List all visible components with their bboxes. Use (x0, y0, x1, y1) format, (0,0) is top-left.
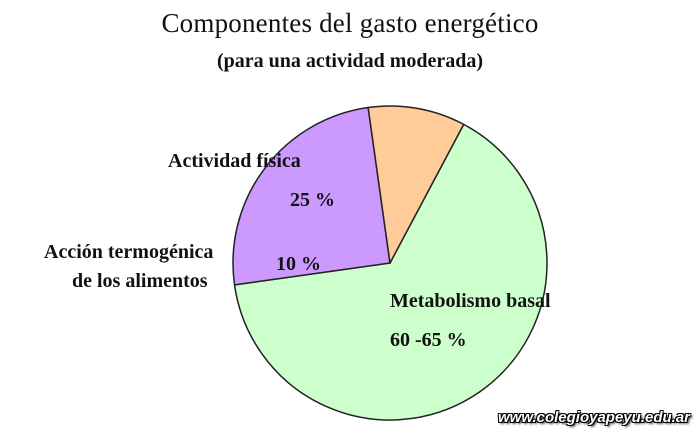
slice-actividad-fisica (232, 106, 391, 286)
slice-label-accion-line1: Acción termogénica (44, 241, 213, 263)
slice-label-accion-line2: de los alimentos (72, 270, 208, 292)
slice-metabolismo-basal (233, 123, 548, 421)
chart-title: Componentes del gasto energético (161, 8, 539, 38)
slice-value-accion: 10 % (276, 253, 321, 275)
slice-label-actividad: Actividad física (168, 150, 301, 172)
slice-value-actividad: 25 % (290, 189, 335, 211)
slice-value-metabolismo: 60 -65 % (390, 329, 467, 351)
slice-label-metabolismo: Metabolismo basal (390, 290, 551, 312)
slice-accion-termogenica (367, 105, 465, 264)
chart-subtitle: (para una actividad moderada) (216, 50, 484, 72)
watermark: www.colegioyapeyu.edu.ar (498, 409, 690, 426)
